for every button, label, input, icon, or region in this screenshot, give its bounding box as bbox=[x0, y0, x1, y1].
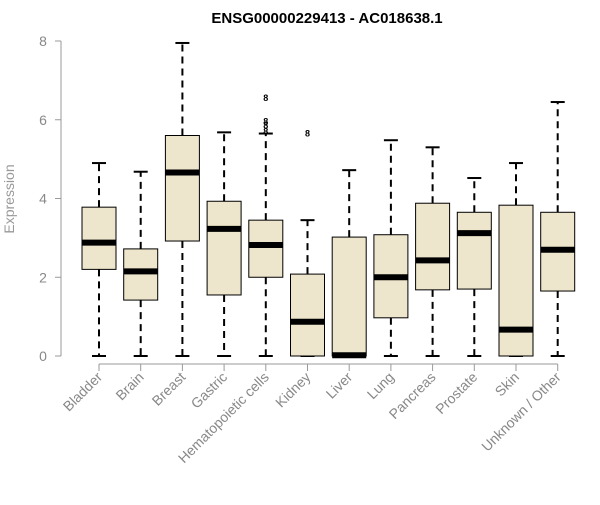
x-tick-label: Unknown / Other bbox=[478, 369, 564, 455]
chart-title: ENSG00000229413 - AC018638.1 bbox=[211, 10, 442, 27]
box-pancreas bbox=[415, 146, 451, 357]
y-tick-label: 8 bbox=[39, 33, 47, 49]
iqr-box bbox=[248, 219, 284, 278]
x-tick-label: Prostate bbox=[432, 369, 480, 417]
iqr-box bbox=[164, 135, 200, 242]
iqr-box bbox=[206, 200, 242, 296]
outlier-point: 8 bbox=[263, 93, 268, 103]
x-tick-label: Breast bbox=[149, 369, 189, 409]
iqr-box bbox=[498, 204, 534, 357]
outlier-point: 8 bbox=[263, 121, 268, 131]
x-tick-label: Kidney bbox=[272, 369, 314, 411]
y-tick-label: 4 bbox=[39, 191, 47, 207]
box-unknown-other bbox=[540, 101, 576, 357]
iqr-box bbox=[331, 236, 367, 357]
x-tick-label: Liver bbox=[323, 369, 356, 402]
box-brain bbox=[123, 170, 159, 357]
iqr-box bbox=[290, 273, 325, 357]
x-tick-label: Bladder bbox=[60, 369, 106, 415]
box-bladder bbox=[81, 162, 117, 357]
y-tick-label: 6 bbox=[39, 112, 47, 128]
box-prostate bbox=[456, 177, 492, 357]
outlier-point: 8 bbox=[263, 117, 268, 127]
y-axis-label: Expression bbox=[1, 164, 17, 233]
iqr-box bbox=[81, 206, 117, 270]
box-breast bbox=[164, 41, 200, 357]
y-tick-label: 2 bbox=[39, 269, 47, 285]
x-tick-label: Lung bbox=[364, 369, 397, 402]
y-tick-label: 0 bbox=[39, 348, 47, 364]
iqr-box bbox=[456, 211, 492, 290]
x-tick-label: Skin bbox=[492, 369, 523, 400]
box-kidney: 8 bbox=[290, 129, 325, 357]
outlier-point: 8 bbox=[263, 127, 268, 137]
box-skin bbox=[498, 162, 534, 357]
box-liver bbox=[331, 169, 367, 359]
x-tick-label: Brain bbox=[112, 369, 146, 403]
box-lung bbox=[373, 139, 409, 357]
outlier-point: 8 bbox=[305, 129, 310, 139]
iqr-box bbox=[415, 202, 451, 291]
iqr-box bbox=[123, 248, 159, 301]
y-axis: 0 2 4 6 8 bbox=[39, 33, 62, 364]
box-gastric bbox=[206, 131, 242, 357]
